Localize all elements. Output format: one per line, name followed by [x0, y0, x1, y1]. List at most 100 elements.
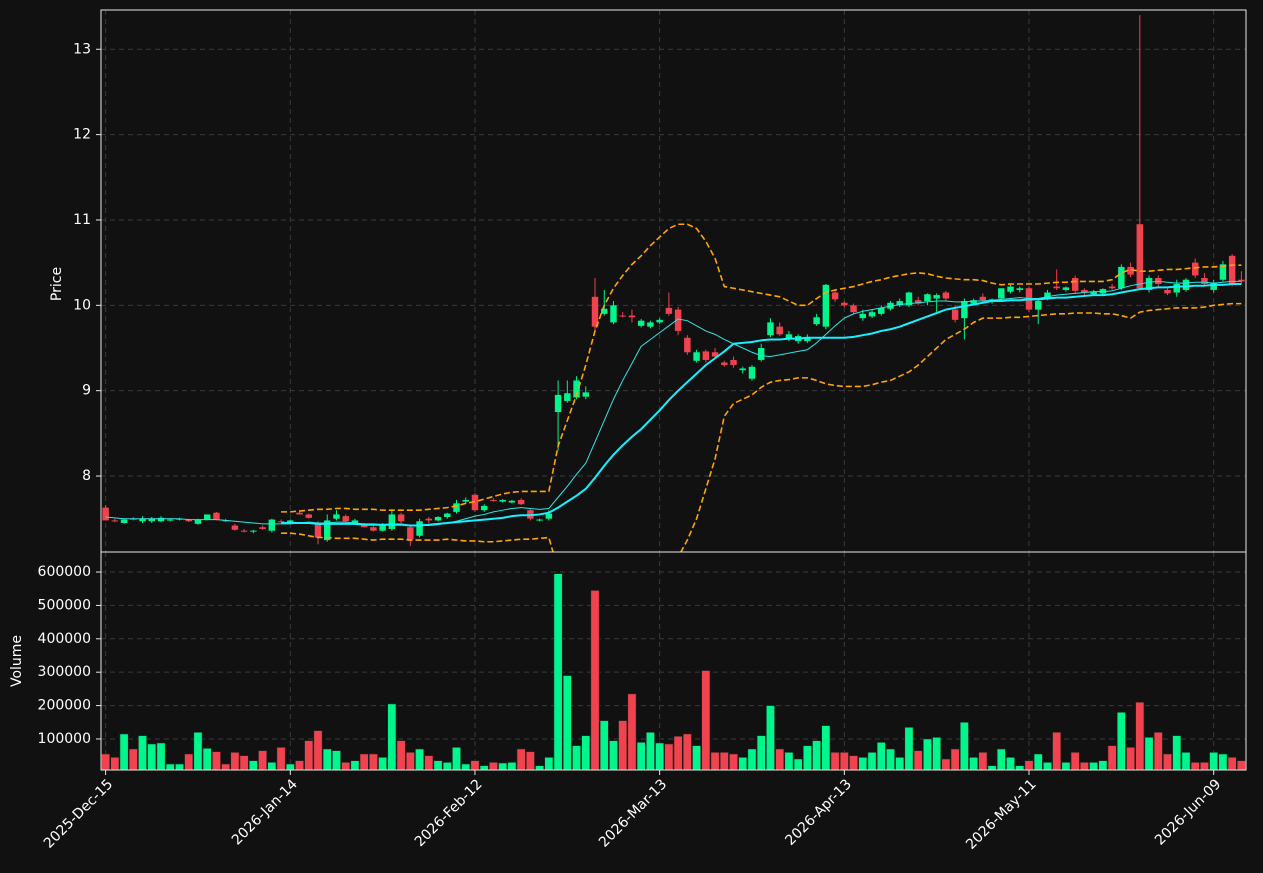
band-line — [281, 302, 1242, 552]
candle-body — [323, 520, 331, 541]
candle-body — [1219, 264, 1227, 280]
volume-tick-label: 500000 — [38, 597, 91, 613]
candle-body — [231, 525, 239, 530]
candle-body — [933, 295, 940, 299]
volume-bar — [295, 760, 304, 770]
volume-tick-label: 400000 — [38, 631, 91, 647]
candle-body — [961, 301, 968, 319]
band-line — [281, 223, 1242, 513]
candle-body — [573, 380, 580, 398]
candle-body — [277, 521, 285, 523]
volume-bar — [886, 748, 895, 770]
candle-body — [111, 520, 119, 522]
volume-bar — [645, 731, 655, 770]
candle-body — [388, 514, 396, 529]
volume-bar — [590, 590, 600, 770]
candle-body — [951, 309, 959, 320]
y-tick-label: 10 — [73, 297, 91, 313]
volume-bar — [821, 725, 831, 770]
volume-bar — [258, 750, 268, 770]
volume-bar — [193, 731, 203, 770]
volume-bar — [969, 757, 979, 770]
candle-body — [314, 522, 322, 538]
candle-body — [157, 517, 165, 522]
candle-body — [767, 322, 774, 336]
candle-body — [1238, 279, 1245, 282]
volume-bar — [461, 763, 471, 770]
candle-body — [536, 519, 543, 521]
candle-body — [1210, 283, 1217, 290]
volume-frame — [100, 551, 1247, 771]
candle-body — [757, 348, 765, 360]
candle-body — [351, 520, 359, 523]
volume-tick-label: 100000 — [38, 731, 91, 747]
candle-body — [1145, 278, 1153, 290]
candle-body — [1201, 278, 1208, 284]
volume-bar — [729, 753, 738, 770]
volume-bar — [978, 752, 988, 770]
candle-body — [914, 300, 922, 304]
candle-body — [203, 514, 211, 520]
candle-body — [296, 512, 303, 515]
volume-bar — [1107, 745, 1117, 770]
volume-bar — [1126, 746, 1136, 770]
volume-bar — [368, 753, 378, 770]
candle-body — [416, 521, 423, 536]
candle-body — [748, 366, 756, 379]
volume-bar — [544, 757, 554, 770]
volume-bar — [525, 751, 535, 770]
volume-bar — [876, 741, 886, 770]
candle-body — [601, 308, 608, 314]
volume-bar — [507, 762, 517, 770]
candle-body — [1191, 262, 1199, 276]
y-tick-label: 11 — [73, 212, 91, 228]
volume-bar — [1172, 735, 1182, 770]
volume-bar — [211, 751, 221, 770]
candle-body — [1182, 279, 1190, 290]
candle-body — [924, 294, 931, 302]
candle-body — [167, 519, 174, 521]
volume-bar — [599, 720, 609, 770]
candle-body — [333, 514, 340, 519]
volume-bar — [701, 670, 711, 770]
volume-bar — [913, 750, 923, 770]
candle-body — [434, 517, 442, 521]
candle-body — [684, 337, 691, 353]
candle-body — [674, 309, 682, 331]
volume-bar — [1024, 760, 1034, 770]
volume-bar — [470, 760, 480, 770]
volume-bar — [867, 752, 877, 770]
volume-bar — [1135, 701, 1145, 770]
candle-body — [148, 518, 156, 522]
volume-tick-label: 200000 — [38, 698, 91, 714]
volume-bar — [922, 738, 932, 770]
candle-body — [896, 301, 903, 306]
candle-body — [250, 530, 257, 532]
volume-bar — [276, 746, 286, 770]
candle-body — [1007, 286, 1014, 292]
candle-body — [1228, 255, 1236, 284]
y-tick-label: 12 — [73, 127, 91, 143]
candle-body — [130, 518, 137, 520]
candle-body — [730, 359, 737, 366]
y-tick-label: 13 — [73, 41, 91, 57]
candle-body — [554, 394, 562, 413]
volume-bar — [184, 753, 194, 770]
volume-bar — [378, 757, 388, 770]
volume-bar — [904, 726, 914, 770]
candle-body — [1016, 288, 1024, 290]
volume-bar — [784, 752, 794, 770]
candle-body — [822, 284, 830, 327]
volume-bar — [396, 740, 406, 770]
volume-bar — [535, 765, 545, 770]
volume-bar — [959, 721, 969, 770]
candle-body — [471, 494, 479, 511]
volume-bar — [1015, 765, 1025, 770]
volume-bar — [812, 740, 822, 770]
price-axis-label: Price — [49, 267, 65, 301]
volume-bar — [618, 720, 628, 770]
volume-bar — [1181, 752, 1191, 770]
volume-bar — [553, 573, 563, 770]
volume-bar — [1079, 762, 1089, 770]
